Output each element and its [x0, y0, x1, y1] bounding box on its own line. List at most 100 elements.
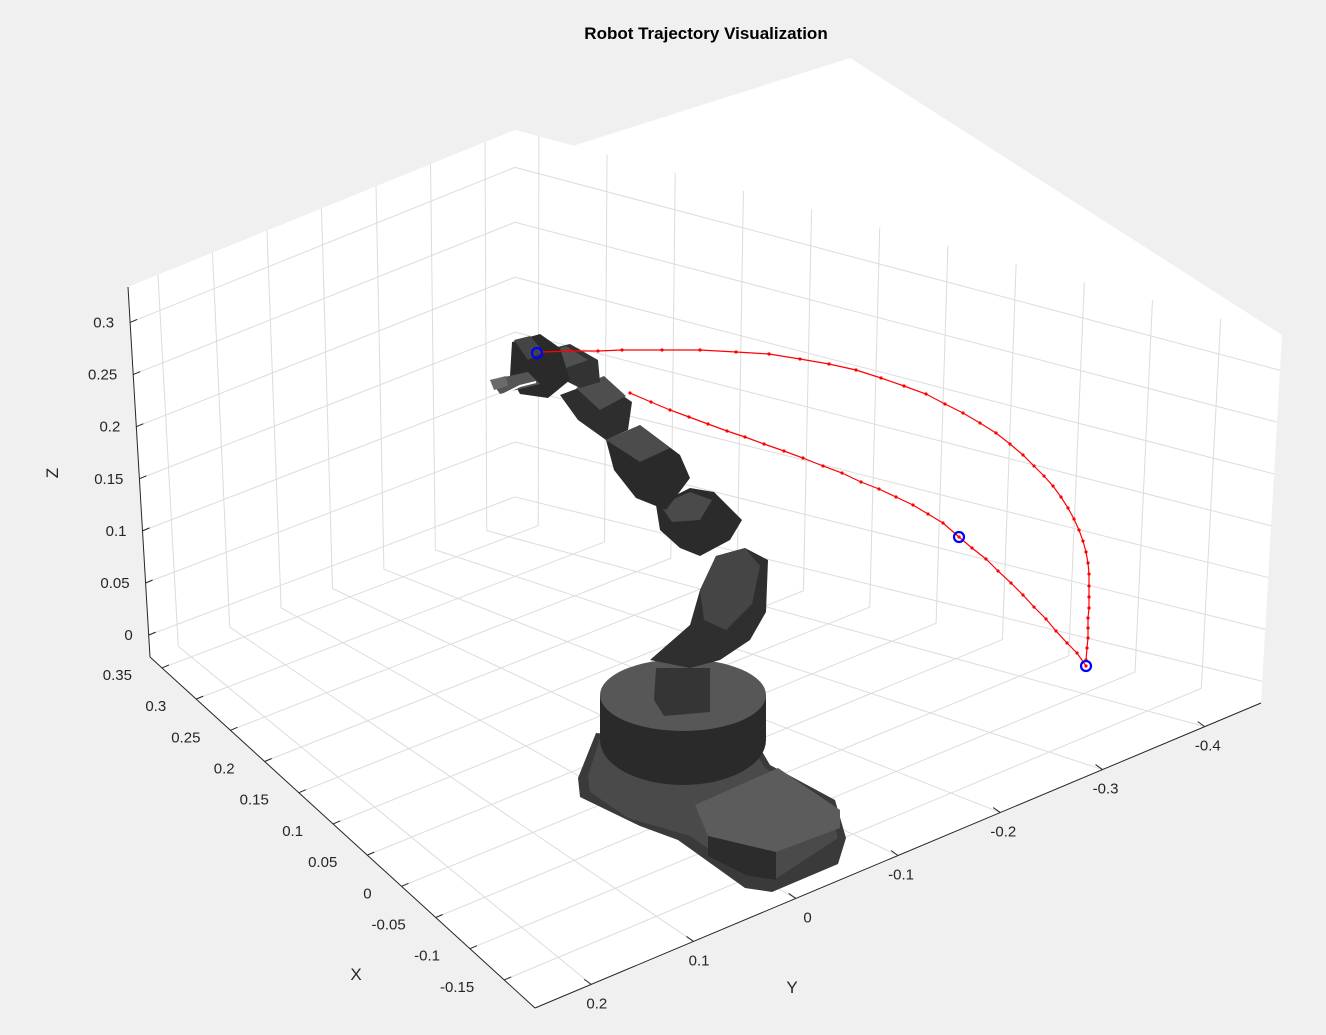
z-tick-label: 0.1	[106, 523, 127, 540]
trajectory-point	[1032, 605, 1036, 609]
y-tick	[1197, 721, 1206, 728]
trajectory-point	[1066, 506, 1070, 510]
trajectory-point	[1087, 584, 1091, 588]
x-tick-label: -0.1	[414, 948, 440, 965]
trajectory-point	[628, 391, 632, 395]
trajectory-point	[649, 400, 653, 404]
grid-line-z	[139, 331, 516, 480]
trajectory-point	[1054, 629, 1058, 633]
trajectory-point	[1059, 495, 1063, 499]
robot-upper-link-face	[606, 425, 670, 462]
x-tick	[161, 664, 170, 669]
robot-base-box	[695, 768, 840, 852]
trajectory-point	[911, 503, 915, 507]
x-tick-label: 0.3	[145, 698, 166, 715]
trajectory-point	[902, 384, 906, 388]
x-tick-label: -0.15	[440, 979, 474, 996]
z-tick-label: 0.15	[94, 471, 123, 488]
grid-line-z	[514, 496, 1263, 682]
trajectory-point	[924, 392, 928, 396]
grid-line-z	[136, 276, 516, 428]
chart-title: Robot Trajectory Visualization	[584, 24, 827, 43]
grid-line-z	[514, 331, 1272, 527]
grid-line-x-wall	[604, 154, 608, 542]
y-tick	[890, 850, 899, 856]
trajectory-series	[540, 348, 1091, 668]
trajectory-point	[725, 429, 729, 433]
z-tick-label: 0.2	[99, 419, 120, 436]
z-tick-label: 0.25	[88, 367, 117, 384]
grid-line-z	[514, 221, 1278, 423]
trajectory-point	[1075, 651, 1079, 655]
trajectory-point	[620, 348, 624, 352]
trajectory-point	[994, 431, 998, 435]
z-tick	[139, 475, 147, 480]
x-tick	[435, 914, 443, 918]
x-tick-label: 0.15	[240, 792, 269, 809]
grid-lines	[129, 136, 1281, 985]
trajectory-point	[978, 421, 982, 425]
grid-line-y	[229, 626, 694, 942]
grid-line-x-wall	[869, 227, 881, 608]
trajectory-point	[668, 408, 672, 412]
trajectory-point	[859, 480, 863, 484]
y-tick	[1095, 764, 1103, 770]
trajectory-point	[798, 357, 802, 361]
grid-line-x-wall	[935, 245, 949, 624]
y-tick	[686, 936, 694, 942]
z-tick	[136, 423, 144, 428]
grid-line-z	[148, 496, 516, 636]
grid-line-x-wall	[1134, 300, 1153, 673]
y-tick-label: 0	[803, 909, 811, 926]
robot-gripper-finger-top	[514, 336, 544, 360]
trajectory-point	[926, 512, 930, 516]
x-tick-label: 0.35	[103, 667, 132, 684]
trajectory-point	[1021, 593, 1025, 597]
trajectory-point	[767, 352, 771, 356]
x-tick-label: 0.05	[308, 854, 337, 871]
waypoint-markers	[530, 346, 1093, 673]
tick-labels: 0.3 0.25 0.2 0.15 0.1 0.05 0 0.35 0.3 0.25 0.2 0.15…	[88, 314, 1221, 1012]
trajectory-point	[1087, 572, 1091, 576]
z-tick-label: 0.3	[93, 314, 114, 331]
trajectory-point	[943, 402, 947, 406]
trajectory-point	[660, 348, 664, 352]
trajectory-point	[827, 362, 831, 366]
trajectory-point	[1051, 484, 1055, 488]
trajectory-point	[1086, 626, 1090, 630]
axes-pane-back	[515, 130, 1282, 703]
x-tick	[367, 851, 375, 856]
robot-gripper-tip	[490, 376, 508, 390]
grid-line-z	[514, 386, 1269, 579]
grid-line-y	[486, 530, 1205, 728]
trajectory-point	[698, 348, 702, 352]
tick-marks	[129, 318, 1206, 985]
trajectory-point	[1087, 606, 1091, 610]
trajectory-point	[1072, 517, 1076, 521]
trajectory-point	[1081, 539, 1085, 543]
z-tick-label: 0.05	[100, 575, 129, 592]
z-axis-line	[127, 286, 151, 658]
trajectory-point	[596, 349, 600, 353]
grid-line-y-wall	[211, 252, 231, 628]
z-tick	[133, 371, 141, 376]
x-tick	[196, 695, 204, 700]
x-tick-label: 0.25	[171, 729, 200, 746]
grid-line-x-wall	[537, 136, 540, 526]
x-axis-line	[149, 656, 536, 1009]
trajectory-point	[1044, 617, 1048, 621]
x-tick	[298, 789, 307, 794]
grid-line-x-wall	[802, 209, 813, 591]
trajectory-point	[1084, 550, 1088, 554]
x-tick-label: -0.05	[372, 917, 406, 934]
trajectory-point	[957, 535, 961, 539]
trajectory-point	[782, 449, 786, 453]
trajectory-point	[1065, 641, 1069, 645]
y-tick	[788, 893, 797, 899]
grid-line-y-wall	[157, 274, 179, 647]
z-tick	[129, 318, 138, 323]
trajectory-point	[1087, 595, 1091, 599]
grid-line-x-wall	[1068, 282, 1085, 656]
trajectory-point	[879, 376, 883, 380]
